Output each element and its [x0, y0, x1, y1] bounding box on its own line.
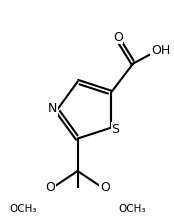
Text: O: O	[100, 181, 110, 194]
Text: O: O	[45, 181, 55, 194]
Text: OCH₃: OCH₃	[9, 204, 37, 214]
Text: N: N	[48, 102, 57, 115]
Text: O: O	[113, 31, 123, 44]
Text: S: S	[111, 123, 119, 136]
Text: OCH₃: OCH₃	[118, 204, 146, 214]
Text: OH: OH	[151, 44, 170, 57]
